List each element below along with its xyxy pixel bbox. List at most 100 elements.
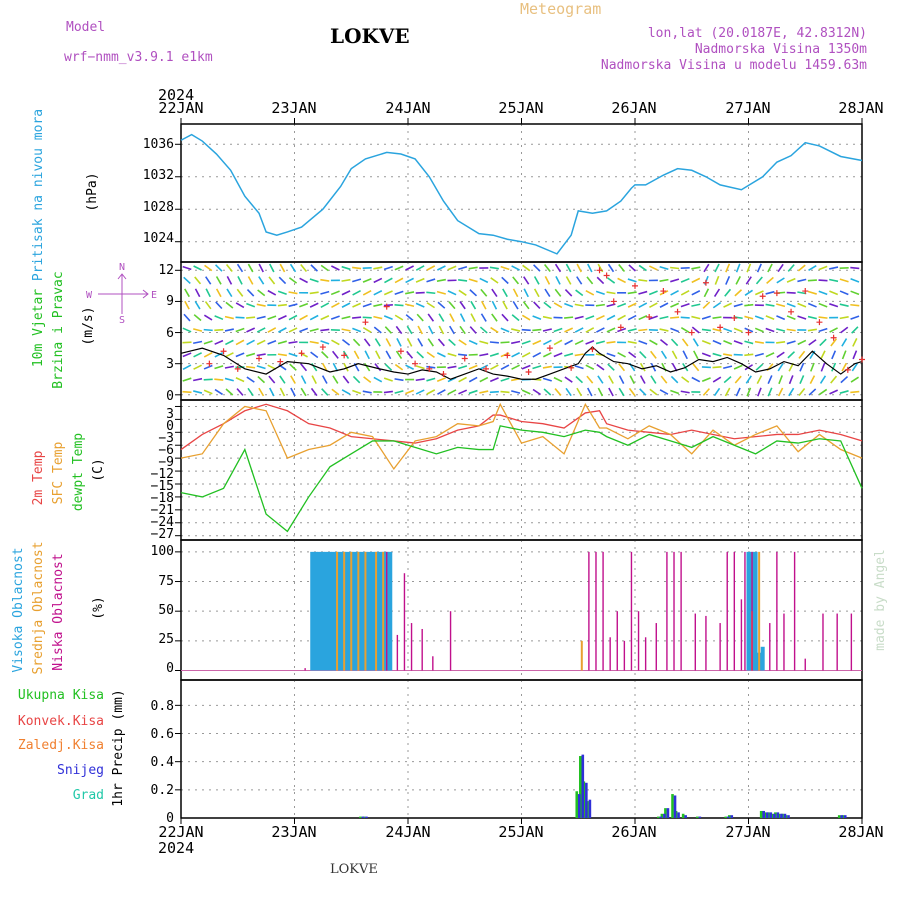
wind-arrow [617,277,626,284]
cloud-bar [310,551,315,671]
wind-arrow [595,314,605,321]
wind-arrow [203,351,213,358]
wind-arrow [576,276,583,285]
wind-arrow [564,327,574,333]
wind-arrow [575,375,584,384]
wind-arrow [703,263,710,273]
precip-bar [726,816,730,818]
wind-arrow [659,278,669,282]
pressure-title: Pritisak na nivou mora [31,109,46,281]
wind-arrow [299,302,309,308]
model-elevation-label: Nadmorska Visina u modelu 1459.63m [600,58,867,73]
wind-arrow [459,301,466,310]
wind-arrow [194,300,201,310]
wind-arrow [383,304,393,307]
wind-arrow [692,363,700,372]
wind-arrow [851,363,858,372]
wind-arrow [320,278,330,282]
wind-gust-mark [844,366,851,373]
wind-arrow [458,365,468,370]
wind-arrow [341,389,351,395]
wind-arrow [553,352,563,358]
wind-gust-mark [617,324,624,331]
wind-arrow [776,315,786,321]
wind-arrow [267,327,277,333]
lonlat-label: lon,lat (20.0187E, 42.8312N) [647,26,867,41]
wind-arrow [565,263,572,273]
wind-arrow [841,362,848,372]
wind-gust-mark [596,267,603,274]
wind-arrow [681,338,689,347]
precip-bar [773,813,776,818]
wind-arrow [267,289,277,296]
wind-arrow [214,328,224,332]
wind-arrow [491,300,498,310]
cloud-bar [758,551,761,671]
temp-tick-m3: −3 [158,431,174,446]
wind-gust-mark [745,329,752,336]
wind-arrow [543,301,552,309]
wind-arrow [449,313,455,322]
wind-arrow [553,339,563,346]
cloud-tick-100: 100 [151,544,174,559]
wind-arrow [724,387,731,397]
wind-arrow [193,265,202,271]
wind-arrow [309,340,319,344]
wind-arrow [850,278,860,283]
wind-arrow [638,302,648,309]
wind-arrow [426,365,436,369]
wind-arrow [798,387,806,397]
wind-arrow [786,277,796,283]
station-title: LOKVE [330,24,410,48]
cloud-bar [421,628,423,671]
wind-arrow [587,263,593,273]
wind-arrow [458,339,467,346]
wind-arrow [341,315,351,320]
wind-arrow [542,365,552,369]
wind-tick-9: 9 [166,294,174,309]
wind-arrow [532,339,542,345]
wind-arrow [309,328,319,332]
cloud-bar [304,668,306,671]
cloud-bar [324,551,329,671]
wind-arrow [436,352,446,358]
wind-arrow [765,290,775,295]
wind-arrow [564,376,573,383]
wind-arrow [777,387,784,397]
pressure-tick-1036: 1036 [143,137,174,152]
wind-arrow [469,326,477,334]
wind-arrow [701,340,711,345]
wind-arrow [542,377,552,382]
wind-arrow [300,363,308,372]
wind-arrow [193,364,202,370]
temp-unit: (C) [91,458,106,481]
wind-arrow [532,388,541,396]
wind-arrow [203,340,213,345]
wind-arrow [744,340,754,345]
wind-arrow [320,264,329,272]
wind-arrow [237,276,243,285]
wind-arrow [542,315,552,320]
wind-arrow [330,315,340,320]
precip-bar [361,816,365,818]
wind-arrow [182,327,192,333]
wind-panel: 10m Vjetar Brzina i Pravac (m/s) N S W E… [31,262,174,404]
wind-arrow [256,327,266,333]
wind-arrow [544,276,551,285]
wind-arrow [288,314,298,321]
wind-arrow [810,362,815,372]
wind-arrow [193,377,203,382]
wind-arrow [522,301,530,310]
wind-arrow [214,339,224,345]
wind-arrow [565,387,572,397]
wind-arrow [712,328,722,332]
wind-gust-mark [632,282,638,289]
wind-arrow [521,351,531,358]
wind-arrow [596,276,605,285]
wind-arrow [447,265,457,271]
panel-frame [180,679,863,819]
cloud-bar [386,551,388,671]
wind-arrow [714,263,720,273]
wind-gust-mark [568,364,575,371]
wind-arrow [277,314,287,321]
